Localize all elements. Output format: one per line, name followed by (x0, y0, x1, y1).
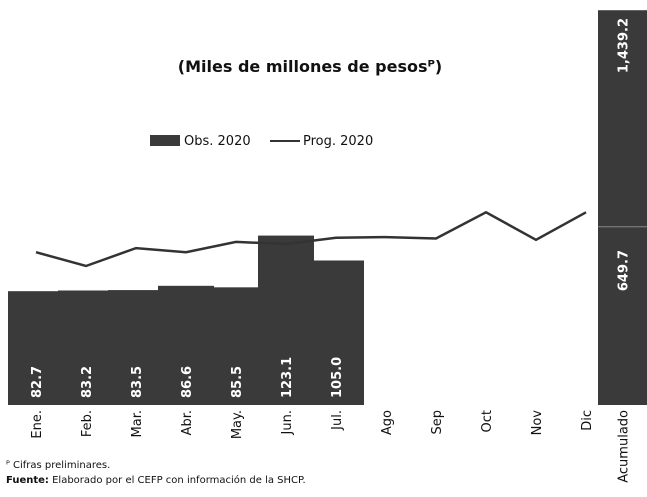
x-tick-label: Mar. (130, 410, 145, 437)
bar (158, 285, 214, 405)
x-tick-label: May. (230, 410, 245, 439)
x-tick-label: Dic (580, 410, 595, 431)
bar (308, 260, 364, 405)
x-tick-label: Abr. (180, 410, 195, 435)
line (35, 210, 587, 268)
data-label: 85.5 (230, 366, 245, 398)
x-tick-label: Jul. (330, 410, 345, 431)
data-label: 82.7 (30, 366, 45, 398)
chart-title: (Miles de millones de pesosᴾ) (178, 57, 442, 76)
data-label: 123.1 (280, 357, 295, 398)
data-label: 83.5 (130, 366, 145, 398)
bar (108, 290, 164, 405)
x-tick-label: Ago (380, 410, 395, 435)
x-tick-label: Nov (530, 410, 545, 436)
data-label: 649.7 (617, 250, 632, 291)
x-tick-label: Jun. (280, 410, 295, 435)
legend-swatch-bar (150, 135, 180, 146)
legend-label: Obs. 2020 (184, 134, 251, 149)
x-tick-label: Ene. (30, 410, 45, 439)
x-tick-label: Feb. (80, 410, 95, 437)
data-label: 1,439.2 (617, 18, 632, 73)
accumulated-bar (598, 226, 647, 405)
x-tick-label: Acumulado (617, 410, 632, 483)
legend-label: Prog. 2020 (303, 134, 373, 149)
x-tick-label: Oct (480, 410, 495, 432)
source: Fuente: Elaborado por el CEFP con inform… (6, 474, 306, 486)
footnote: ᴾ Cifras preliminares. (6, 460, 110, 471)
bar (208, 287, 264, 405)
data-label: 105.0 (330, 357, 345, 398)
x-tick-label: Sep (430, 410, 445, 435)
source-label: Fuente: (6, 475, 49, 486)
bar (8, 291, 64, 405)
bar (58, 290, 114, 405)
data-label: 83.2 (80, 366, 95, 398)
bar (258, 235, 314, 405)
data-label: 86.6 (180, 366, 195, 398)
source-text: Elaborado por el CEFP con información de… (52, 474, 306, 486)
